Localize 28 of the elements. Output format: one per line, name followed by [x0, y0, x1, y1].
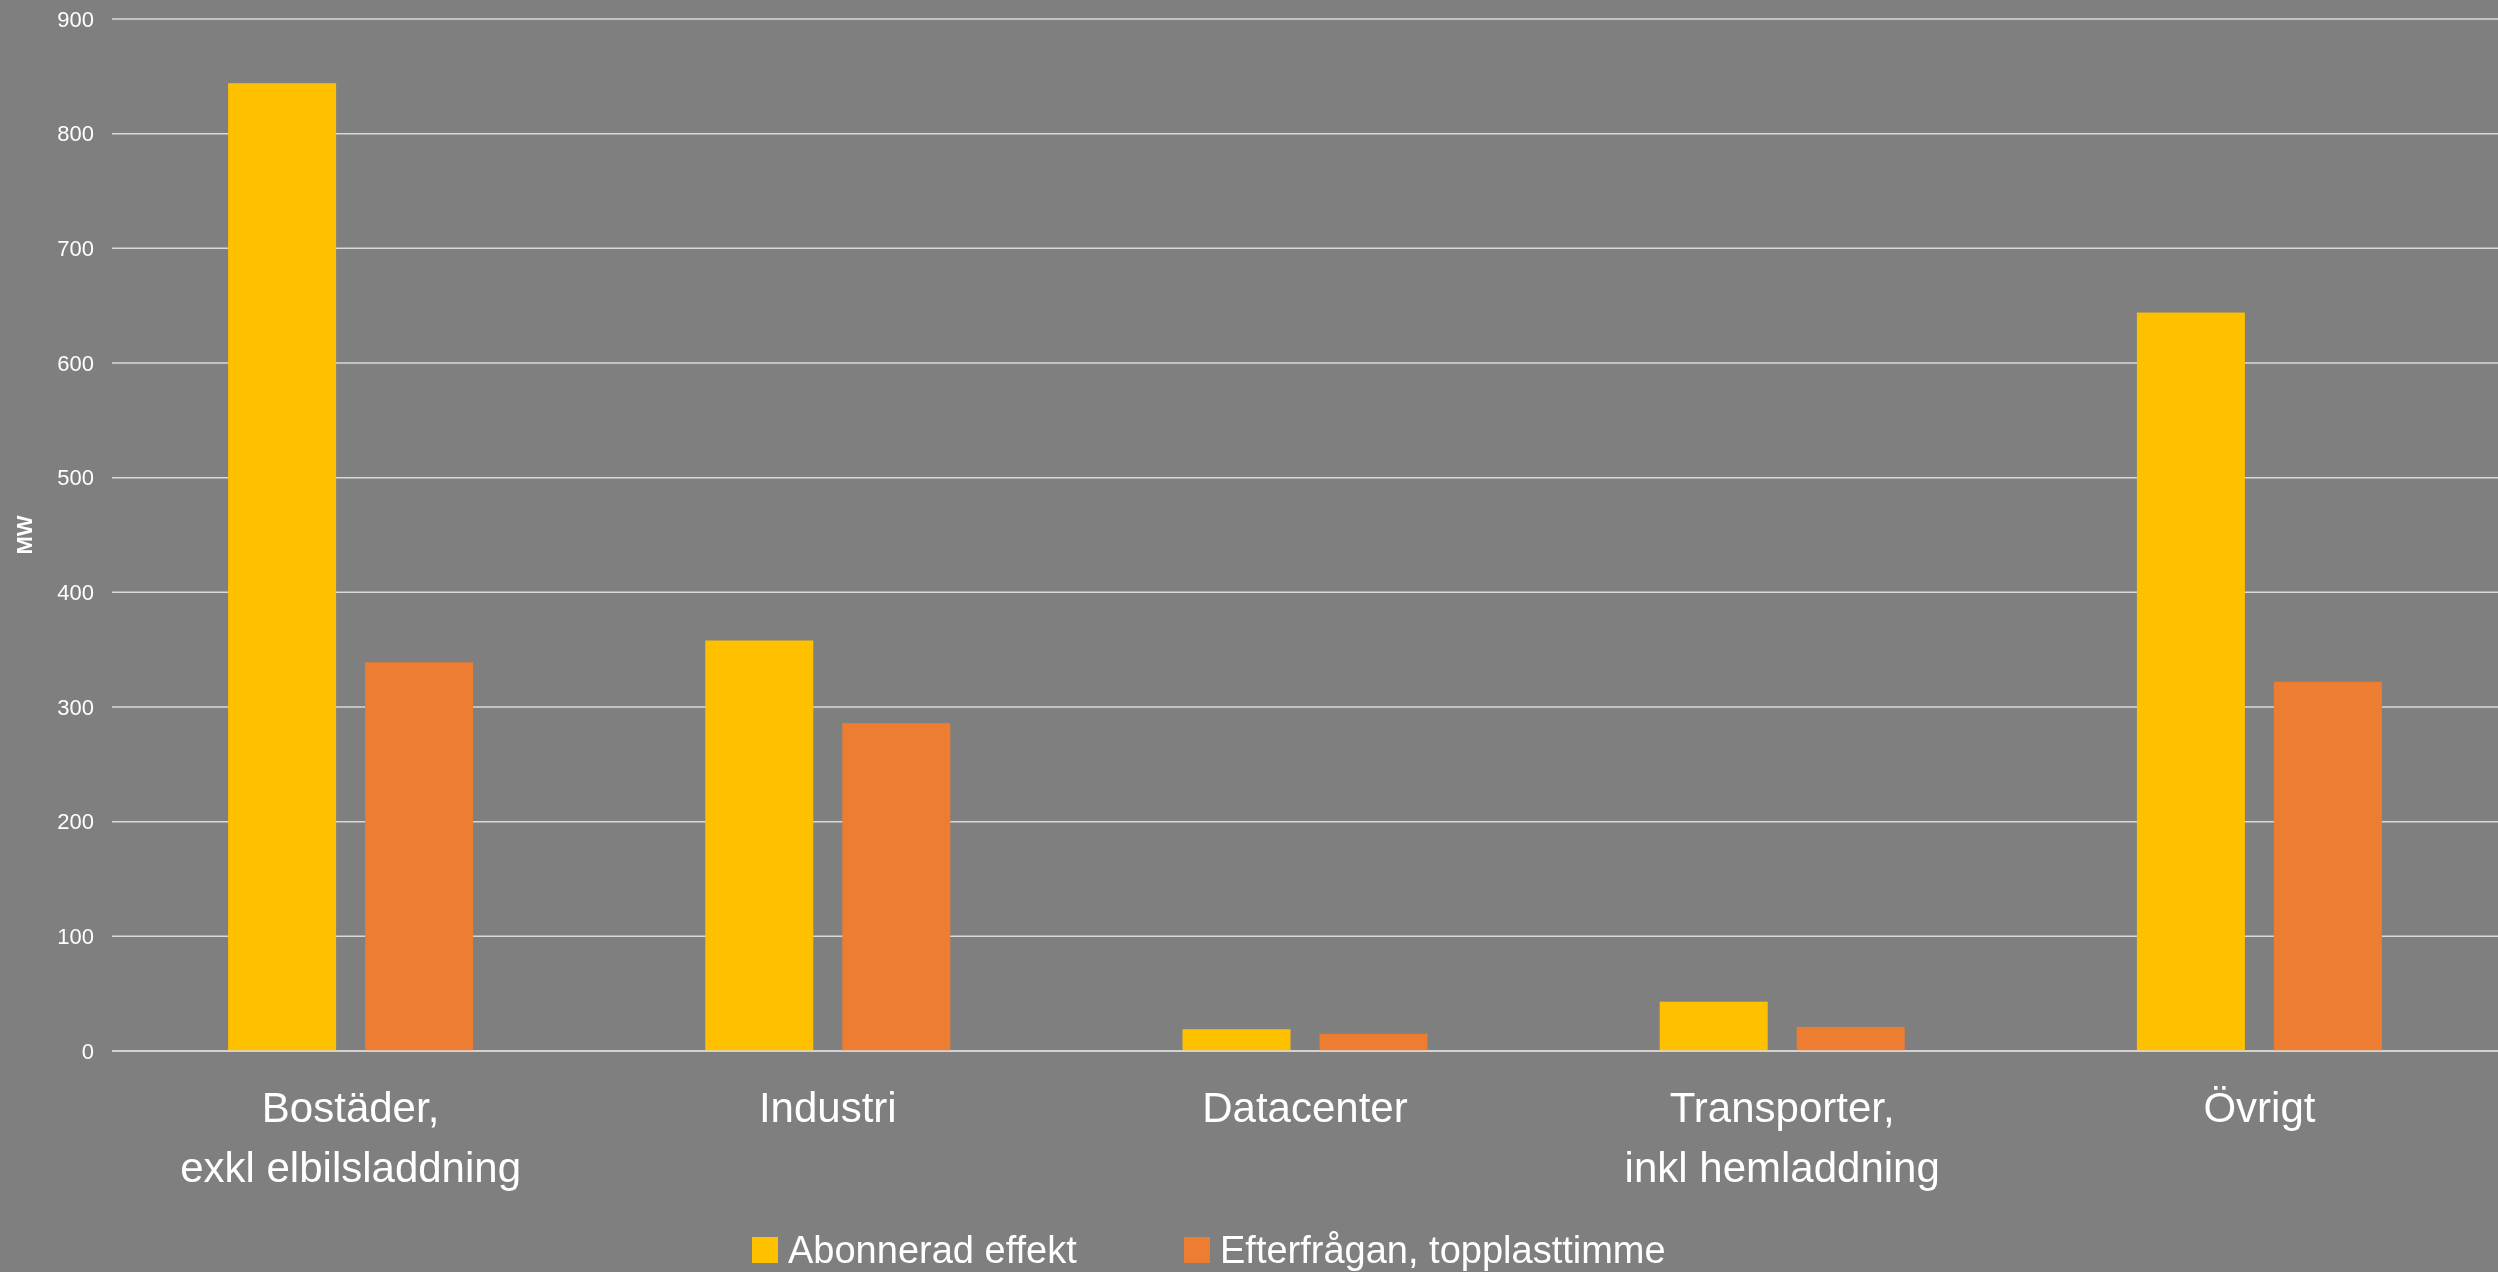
y-tick-label: 900 — [57, 6, 94, 32]
legend-label: Efterfrågan, topplasttimme — [1220, 1229, 1666, 1272]
bar — [1319, 1033, 1428, 1051]
y-tick-label: 100 — [57, 924, 94, 950]
x-tick-label: Transporter, inkl hemladdning — [1624, 1084, 1940, 1191]
y-tick-label: 200 — [57, 809, 94, 835]
bar — [1182, 1029, 1291, 1051]
x-tick-label: Datacenter — [1202, 1084, 1408, 1131]
y-axis-title: MW — [12, 515, 37, 555]
bar — [705, 640, 814, 1051]
y-tick-label: 800 — [57, 121, 94, 147]
bar — [1796, 1026, 1905, 1051]
bar — [2273, 681, 2382, 1051]
bar — [365, 662, 474, 1051]
bar — [1659, 1001, 1768, 1051]
y-tick-label: 300 — [57, 694, 94, 720]
bar — [228, 83, 337, 1051]
y-tick-label: 0 — [81, 1038, 94, 1064]
legend-label: Abonnerad effekt — [788, 1229, 1078, 1272]
y-tick-label: 700 — [57, 236, 94, 262]
x-tick-label: Övrigt — [2203, 1084, 2316, 1131]
y-tick-label: 600 — [57, 350, 94, 376]
y-tick-label: 400 — [57, 580, 94, 606]
bar — [2136, 312, 2245, 1051]
bar — [842, 723, 951, 1051]
y-tick-label: 500 — [57, 465, 94, 491]
x-tick-label: Bostäder, exkl elbilsladdning — [180, 1084, 522, 1191]
x-tick-label: Industri — [758, 1084, 897, 1131]
